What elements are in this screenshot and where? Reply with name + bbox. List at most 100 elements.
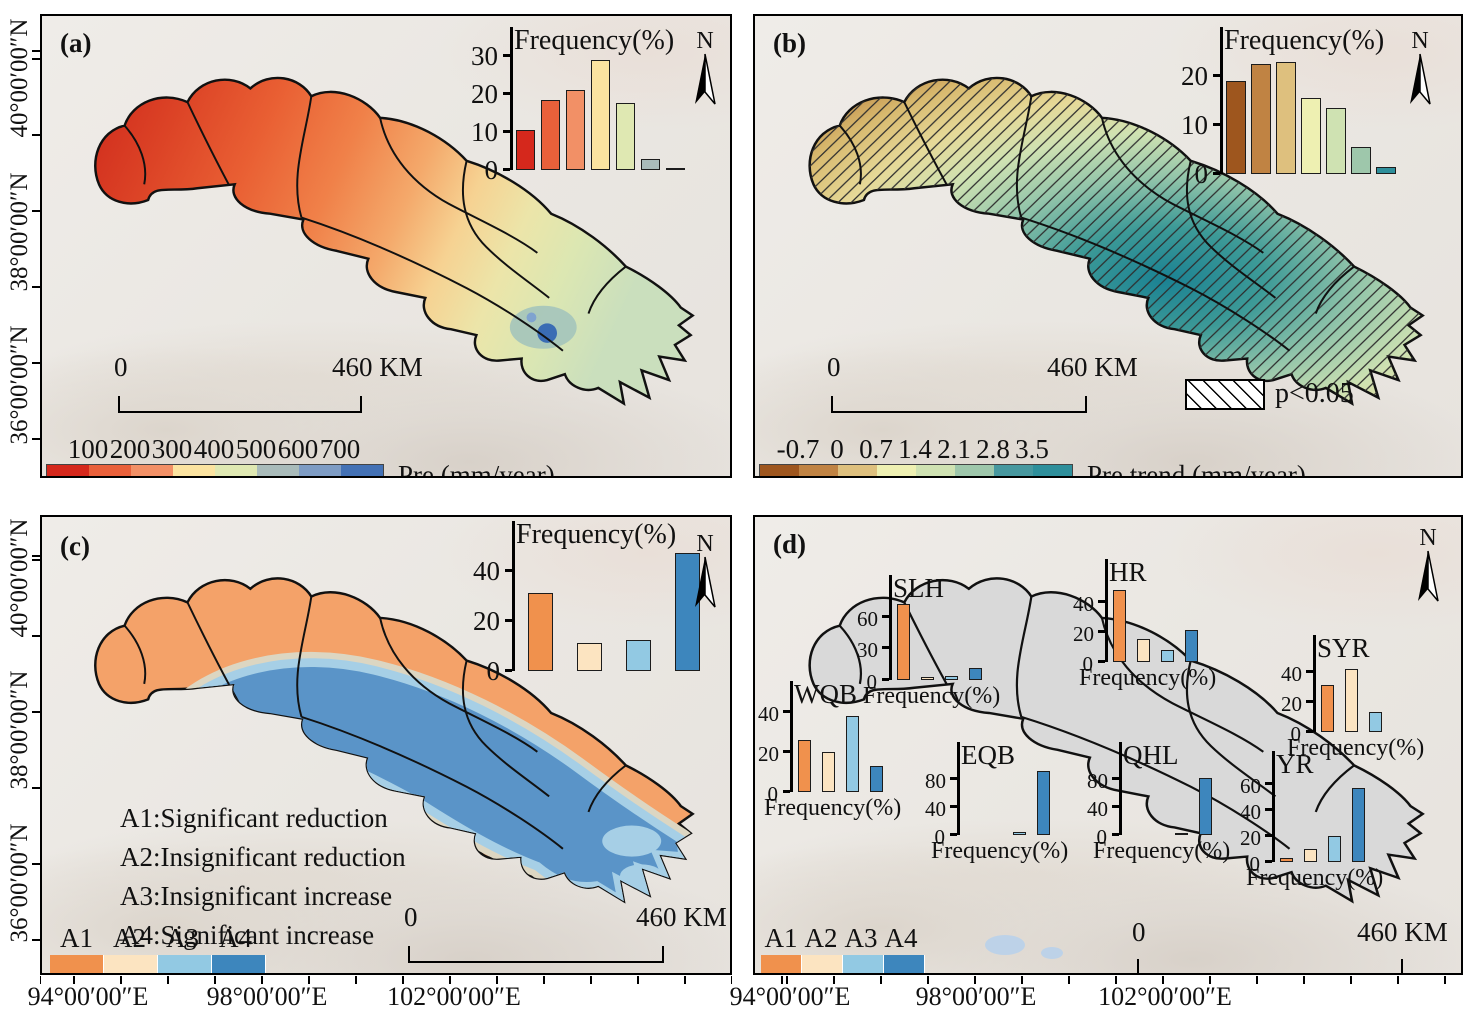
y-tick-mark <box>950 833 957 836</box>
panel-a-precipitation-map: (a) Frequency(%) 0 10 20 30 N 0 460 KM 100 20… <box>40 14 732 478</box>
y-tick-mark <box>783 710 790 713</box>
y-tick-mark <box>783 750 790 753</box>
bars <box>528 553 700 671</box>
bar <box>566 90 585 170</box>
colorbar-tick-label: 300 <box>151 434 193 464</box>
panel-label: (d) <box>773 529 806 559</box>
y-tick-mark <box>882 646 889 649</box>
colorbar-swatch <box>257 465 299 476</box>
y-tick-label: 60 <box>1240 774 1261 798</box>
y-tick-label: 0 <box>486 656 501 686</box>
y-axis <box>1313 635 1316 732</box>
y-axis <box>1105 559 1108 662</box>
y-tick-label: 20 <box>473 606 500 636</box>
colorbar-tick-label: 0.7 <box>859 434 893 464</box>
subchart-WQB: WQB 0 20 40 Frequency(%) <box>758 679 901 822</box>
legend-label: A1 <box>60 923 93 953</box>
bar <box>1321 685 1334 732</box>
colorbar-swatch <box>760 465 799 476</box>
y-axis <box>512 521 515 671</box>
colorbar-swatch <box>877 465 916 476</box>
lon-ticks <box>40 976 732 984</box>
y-tick-mark <box>1098 630 1105 633</box>
class-legend: A1 A2 A3 A4 <box>50 923 266 973</box>
bar <box>1199 778 1212 835</box>
colorbar-swatch <box>341 465 383 476</box>
y-tick-label: 40 <box>1281 662 1302 686</box>
scale-bar: 0 460 KM <box>104 352 424 416</box>
colorbar-swatch <box>799 465 838 476</box>
lat-label: 38°00′00″N <box>6 670 33 790</box>
colorbar-tick-label: 2.8 <box>976 434 1010 464</box>
colorbar-swatch <box>994 465 1033 476</box>
scale-end: 460 KM <box>1357 917 1448 947</box>
y-tick-mark <box>505 619 512 622</box>
legend-label: A4 <box>219 923 252 953</box>
colorbar-swatch <box>1033 465 1072 476</box>
lon-label: 98°00′00″E <box>915 982 1037 1011</box>
bar <box>1326 108 1346 174</box>
y-tick-label: 20 <box>758 742 779 766</box>
y-tick-label: 40 <box>1240 800 1261 824</box>
lat-label: 36°00′00″N <box>6 823 33 943</box>
north-arrow: N <box>1411 526 1445 612</box>
y-tick-mark <box>950 805 957 808</box>
colorbar-tick-label: 0 <box>830 434 844 464</box>
y-tick-mark <box>1306 730 1313 733</box>
bar <box>1175 833 1188 835</box>
y-tick-label: 0 <box>1096 825 1108 849</box>
scale-zero: 0 <box>404 902 418 932</box>
lon-label: 102°00′00″E <box>387 982 521 1011</box>
bar <box>822 752 835 792</box>
y-tick-mark <box>1098 600 1105 603</box>
scale-bar: 0 460 KM <box>817 352 1138 416</box>
colorbar-tick-label: 100 <box>67 434 109 464</box>
colorbar-tick-label: 700 <box>319 434 361 464</box>
annotation: A2:Insignificant reduction <box>120 842 406 872</box>
y-tick-label: 0 <box>767 782 779 806</box>
legend-label: A3 <box>844 923 878 953</box>
y-tick-label: 40 <box>925 797 946 821</box>
chart-xlabel: Frequency(%) <box>1246 865 1384 891</box>
colorbar-swatch <box>838 465 877 476</box>
scale-bar: 0 460 KM <box>1127 917 1448 973</box>
north-arrow-icon <box>695 556 716 608</box>
bar <box>528 593 553 671</box>
legend-swatch <box>104 955 158 973</box>
chart-xlabel: Frequency(%) <box>764 795 902 821</box>
bar <box>1345 669 1358 732</box>
legend-swatches <box>761 955 925 973</box>
y-tick-label: 30 <box>857 638 878 662</box>
lat-label: 36°00′00″N <box>6 325 33 445</box>
scale-end: 460 KM <box>636 902 727 932</box>
y-tick-label: 0 <box>484 155 499 185</box>
colorbar-swatch <box>173 465 215 476</box>
colorbar-title: Pre trend (mm/year) <box>1087 460 1306 478</box>
y-tick-label: 0 <box>866 670 878 694</box>
y-tick-label: 0 <box>934 825 946 849</box>
y-axis <box>510 27 513 170</box>
legend-label: A1 <box>764 923 798 953</box>
chart-title: Frequency(%) <box>514 25 675 56</box>
scale-end: 460 KM <box>1047 352 1138 382</box>
y-tick-mark <box>1265 782 1272 785</box>
colorbar-tick-label: 1.4 <box>898 434 932 464</box>
y-tick-mark <box>505 569 512 572</box>
y-tick-mark <box>505 669 512 672</box>
legend-swatch <box>843 955 884 973</box>
lon-ticks <box>753 976 1463 984</box>
annotation: A4:Significant increase <box>120 920 375 950</box>
y-tick-mark <box>1112 833 1119 836</box>
north-label: N <box>1411 28 1429 54</box>
lat-label: 40°00′00″N <box>6 518 33 638</box>
legend-labels: A1 A2 A3 A4 <box>761 923 925 955</box>
scale-zero: 0 <box>1132 917 1146 947</box>
bar <box>1376 167 1396 174</box>
a3-patch <box>602 825 662 857</box>
bar <box>1251 64 1271 174</box>
bar <box>1226 81 1246 174</box>
y-tick-label: 40 <box>758 702 779 726</box>
y-tick-mark <box>1213 123 1220 126</box>
y-axis <box>957 742 960 835</box>
